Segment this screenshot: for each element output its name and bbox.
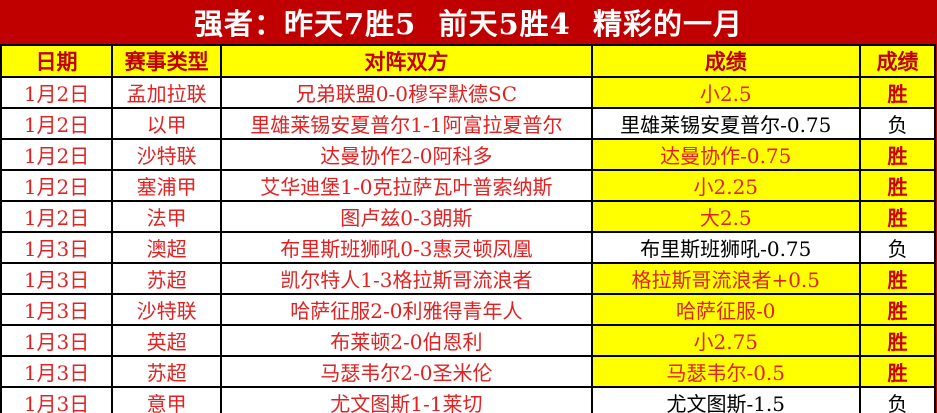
table-row: 1月2日 沙特联 达曼协作2-0阿科多 达曼协作-0.75 胜 bbox=[0, 138, 937, 171]
results-table: 日期 赛事类型 对阵双方 成绩 成绩 1月2日 孟加拉联 兄弟联盟0-0穆罕默德SC… bbox=[0, 44, 937, 413]
match-cell: 达曼协作2-0阿科多 bbox=[220, 138, 593, 171]
match-cell: 马瑟韦尔2-0圣米伦 bbox=[220, 355, 593, 388]
result-cell: 格拉斯哥流浪者+0.5 bbox=[590, 262, 861, 295]
outcome-cell: 胜 bbox=[858, 138, 937, 171]
table-row: 1月3日 意甲 尤文图斯1-1莱切 尤文图斯-1.5 负 bbox=[0, 386, 937, 413]
table-row: 1月3日 苏超 马瑟韦尔2-0圣米伦 马瑟韦尔-0.5 胜 bbox=[0, 355, 937, 388]
league-cell: 沙特联 bbox=[111, 293, 223, 326]
column-header-date: 日期 bbox=[0, 44, 114, 78]
page-title: 强者：昨天7胜5 前天5胜4 精彩的一月 bbox=[193, 7, 744, 41]
result-cell: 小2.5 bbox=[590, 76, 861, 109]
outcome-cell: 负 bbox=[858, 231, 937, 264]
table-row: 1月2日 以甲 里雄莱锡安夏普尔1-1阿富拉夏普尔 里雄莱锡安夏普尔-0.75 负 bbox=[0, 107, 937, 140]
outcome-cell: 负 bbox=[858, 386, 937, 413]
column-header-result: 成绩 bbox=[590, 44, 861, 78]
table-row: 1月2日 塞浦甲 艾华迪堡1-0克拉萨瓦叶普索纳斯 小2.25 胜 bbox=[0, 169, 937, 202]
match-cell: 哈萨征服2-0利雅得青年人 bbox=[220, 293, 593, 326]
table-row: 1月2日 孟加拉联 兄弟联盟0-0穆罕默德SC 小2.5 胜 bbox=[0, 76, 937, 109]
date-cell: 1月3日 bbox=[0, 262, 114, 295]
result-cell: 小2.75 bbox=[590, 324, 861, 357]
table-row: 1月3日 英超 布莱顿2-0伯恩利 小2.75 胜 bbox=[0, 324, 937, 357]
date-cell: 1月2日 bbox=[0, 200, 114, 233]
result-cell: 达曼协作-0.75 bbox=[590, 138, 861, 171]
column-header-outcome: 成绩 bbox=[858, 44, 937, 78]
date-cell: 1月3日 bbox=[0, 386, 114, 413]
results-table-body: 1月2日 孟加拉联 兄弟联盟0-0穆罕默德SC 小2.5 胜 1月2日 以甲 里雄莱锡安夏普尔… bbox=[0, 76, 937, 413]
outcome-cell: 胜 bbox=[858, 293, 937, 326]
result-cell: 里雄莱锡安夏普尔-0.75 bbox=[590, 107, 861, 140]
league-cell: 澳超 bbox=[111, 231, 223, 264]
table-row: 1月3日 沙特联 哈萨征服2-0利雅得青年人 哈萨征服-0 胜 bbox=[0, 293, 937, 326]
date-cell: 1月3日 bbox=[0, 355, 114, 388]
result-cell: 布里斯班狮吼-0.75 bbox=[590, 231, 861, 264]
league-cell: 英超 bbox=[111, 324, 223, 357]
date-cell: 1月2日 bbox=[0, 138, 114, 171]
outcome-cell: 负 bbox=[858, 107, 937, 140]
outcome-cell: 胜 bbox=[858, 76, 937, 109]
league-cell: 以甲 bbox=[111, 107, 223, 140]
match-cell: 布莱顿2-0伯恩利 bbox=[220, 324, 593, 357]
date-cell: 1月2日 bbox=[0, 169, 114, 202]
league-cell: 意甲 bbox=[111, 386, 223, 413]
league-cell: 苏超 bbox=[111, 262, 223, 295]
outcome-cell: 胜 bbox=[858, 169, 937, 202]
date-cell: 1月2日 bbox=[0, 76, 114, 109]
outcome-cell: 胜 bbox=[858, 324, 937, 357]
date-cell: 1月3日 bbox=[0, 231, 114, 264]
result-cell: 尤文图斯-1.5 bbox=[590, 386, 861, 413]
match-cell: 图卢兹0-3朗斯 bbox=[220, 200, 593, 233]
table-row: 1月2日 法甲 图卢兹0-3朗斯 大2.5 胜 bbox=[0, 200, 937, 233]
league-cell: 孟加拉联 bbox=[111, 76, 223, 109]
outcome-cell: 胜 bbox=[858, 262, 937, 295]
match-cell: 布里斯班狮吼0-3惠灵顿凤凰 bbox=[220, 231, 593, 264]
date-cell: 1月3日 bbox=[0, 293, 114, 326]
date-cell: 1月3日 bbox=[0, 324, 114, 357]
match-cell: 艾华迪堡1-0克拉萨瓦叶普索纳斯 bbox=[220, 169, 593, 202]
table-row: 1月3日 澳超 布里斯班狮吼0-3惠灵顿凤凰 布里斯班狮吼-0.75 负 bbox=[0, 231, 937, 264]
league-cell: 沙特联 bbox=[111, 138, 223, 171]
league-cell: 法甲 bbox=[111, 200, 223, 233]
header-row: 日期 赛事类型 对阵双方 成绩 成绩 bbox=[0, 44, 937, 78]
table-row: 1月3日 苏超 凯尔特人1-3格拉斯哥流浪者 格拉斯哥流浪者+0.5 胜 bbox=[0, 262, 937, 295]
column-header-match: 对阵双方 bbox=[220, 44, 593, 78]
match-cell: 凯尔特人1-3格拉斯哥流浪者 bbox=[220, 262, 593, 295]
league-cell: 苏超 bbox=[111, 355, 223, 388]
column-header-league: 赛事类型 bbox=[111, 44, 223, 78]
result-cell: 大2.5 bbox=[590, 200, 861, 233]
league-cell: 塞浦甲 bbox=[111, 169, 223, 202]
date-cell: 1月2日 bbox=[0, 107, 114, 140]
result-cell: 马瑟韦尔-0.5 bbox=[590, 355, 861, 388]
match-cell: 兄弟联盟0-0穆罕默德SC bbox=[220, 76, 593, 109]
result-cell: 小2.25 bbox=[590, 169, 861, 202]
match-cell: 尤文图斯1-1莱切 bbox=[220, 386, 593, 413]
match-cell: 里雄莱锡安夏普尔1-1阿富拉夏普尔 bbox=[220, 107, 593, 140]
result-cell: 哈萨征服-0 bbox=[590, 293, 861, 326]
outcome-cell: 胜 bbox=[858, 200, 937, 233]
outcome-cell: 胜 bbox=[858, 355, 937, 388]
